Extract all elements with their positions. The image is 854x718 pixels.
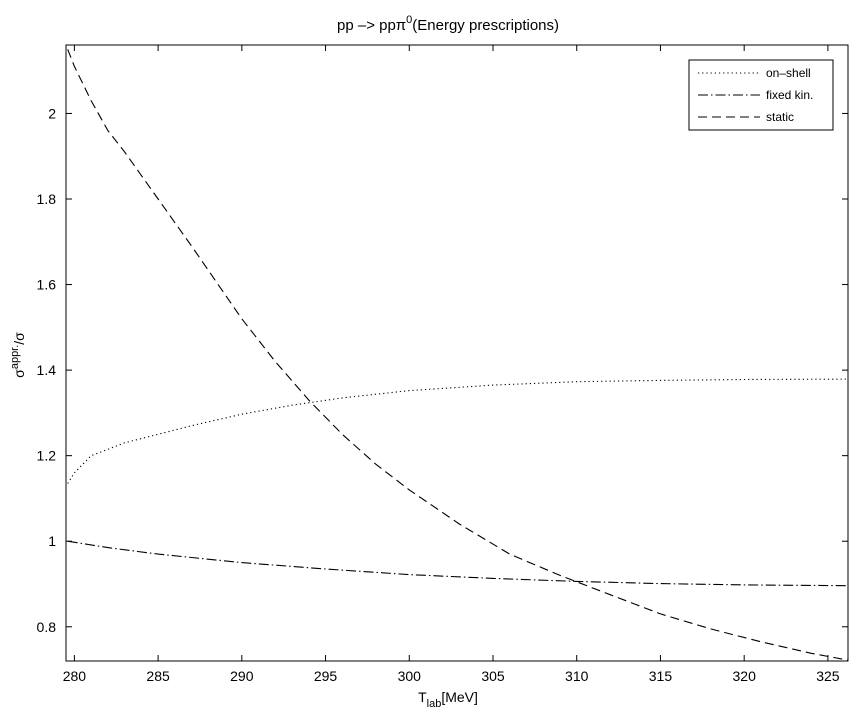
y-axis-label-rest: /σ <box>11 332 27 345</box>
y-tick-label: 2 <box>48 105 56 121</box>
y-tick-label: 1.2 <box>37 448 57 464</box>
legend-label-on-shell: on–shell <box>766 66 811 80</box>
chart-title-superscript: 0 <box>406 14 412 26</box>
legend-label-static: static <box>766 110 794 124</box>
x-axis-label-subscript: lab <box>427 698 442 710</box>
chart-title-prefix: pp –> ppπ <box>337 17 406 34</box>
series-layer <box>67 49 849 661</box>
series-line-2 <box>67 49 849 661</box>
x-tick-label: 315 <box>649 668 673 684</box>
y-axis-label: σappr./σ <box>9 332 27 378</box>
y-tick-label: 1 <box>48 533 56 549</box>
x-axis-label-main: T <box>418 689 427 705</box>
x-tick-label: 290 <box>230 668 254 684</box>
y-tick-label: 1.8 <box>37 191 57 207</box>
chart-title: pp –> ppπ0(Energy prescriptions) <box>337 14 559 34</box>
series-line-1 <box>67 540 849 587</box>
y-axis-label-main: σ <box>11 369 27 378</box>
chart-title-suffix: (Energy prescriptions) <box>412 17 559 34</box>
x-tick-label: 280 <box>63 668 87 684</box>
x-axis-label-rest: [MeV] <box>441 689 478 705</box>
y-axis-label-superscript: appr. <box>9 345 21 369</box>
x-tick-label: 325 <box>816 668 840 684</box>
y-tick-label: 1.6 <box>37 277 57 293</box>
x-tick-label: 300 <box>398 668 422 684</box>
x-tick-label: 305 <box>481 668 505 684</box>
axis-ticks: 280 285 290 295 300 305 310 315 320 325 0.8 1 1.2 1.4… <box>37 45 848 684</box>
x-axis-label: Tlab[MeV] <box>418 689 478 710</box>
x-tick-label: 320 <box>733 668 757 684</box>
x-tick-label: 295 <box>314 668 338 684</box>
x-tick-label: 310 <box>565 668 589 684</box>
x-tick-label: 285 <box>146 668 170 684</box>
series-line-0 <box>67 378 849 484</box>
y-tick-label: 0.8 <box>37 619 57 635</box>
legend-box <box>688 59 834 131</box>
legend-label-fixed-kin: fixed kin. <box>766 88 813 102</box>
y-tick-label: 1.4 <box>37 362 57 378</box>
plot-area-frame <box>65 44 849 662</box>
legend: on–shell fixed kin. static <box>688 59 834 131</box>
